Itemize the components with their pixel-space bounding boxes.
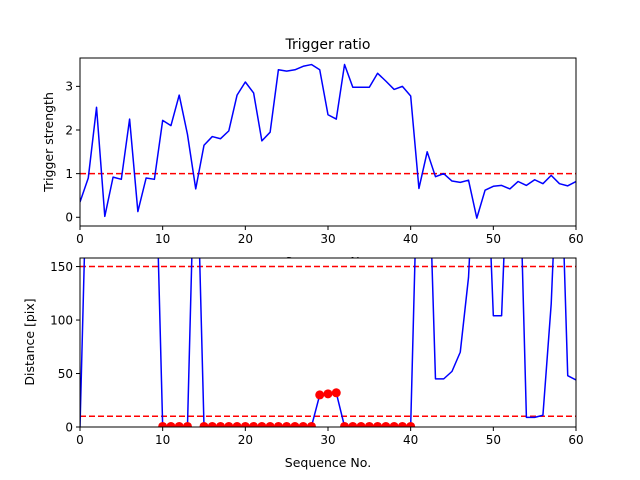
data-point bbox=[207, 421, 217, 427]
x-tick-label: 0 bbox=[76, 433, 84, 447]
data-point bbox=[257, 421, 267, 427]
data-point bbox=[249, 421, 259, 427]
y-axis: 0 1 2 3 bbox=[65, 80, 80, 225]
data-point bbox=[199, 421, 209, 427]
x-axis-label: Sequence No. bbox=[285, 455, 371, 470]
data-point bbox=[298, 421, 308, 427]
x-tick-label: 20 bbox=[238, 433, 253, 447]
data-point bbox=[323, 389, 333, 399]
data-point bbox=[364, 421, 374, 427]
data-point bbox=[315, 390, 325, 400]
x-tick-label: 60 bbox=[568, 232, 583, 246]
data-point bbox=[331, 388, 341, 398]
y-tick-label: 2 bbox=[65, 123, 73, 137]
x-tick-label: 20 bbox=[238, 232, 253, 246]
y-tick-label: 1 bbox=[65, 167, 73, 181]
plot-area-bottom bbox=[79, 257, 577, 428]
y-axis-label: Distance [pix] bbox=[22, 298, 37, 385]
data-point bbox=[290, 421, 300, 427]
y-tick-label: 100 bbox=[50, 313, 73, 327]
y-tick-label: 150 bbox=[50, 260, 73, 274]
data-point bbox=[166, 421, 176, 427]
x-tick-label: 10 bbox=[155, 232, 170, 246]
y-axis: 0 50 100 150 bbox=[50, 260, 80, 434]
plot-background bbox=[80, 258, 576, 427]
series-layer bbox=[80, 258, 576, 427]
data-point bbox=[282, 421, 292, 427]
plot-area-top bbox=[79, 57, 577, 227]
axes-frame bbox=[79, 57, 577, 227]
data-point bbox=[216, 421, 226, 427]
y-tick-label: 0 bbox=[65, 420, 73, 434]
data-point bbox=[389, 421, 399, 427]
data-point bbox=[373, 421, 383, 427]
data-point bbox=[240, 421, 250, 427]
data-point bbox=[348, 421, 358, 427]
x-tick-label: 0 bbox=[76, 232, 84, 246]
y-tick-label: 50 bbox=[58, 367, 73, 381]
data-point bbox=[174, 421, 184, 427]
chart-title: Trigger ratio bbox=[284, 37, 370, 53]
data-point bbox=[397, 421, 407, 427]
data-point bbox=[232, 421, 242, 427]
data-point bbox=[158, 421, 168, 427]
x-tick-label: 30 bbox=[320, 232, 335, 246]
x-axis: 0 10 20 30 40 50 60 bbox=[76, 427, 584, 447]
y-axis-label: Trigger strength bbox=[41, 92, 56, 193]
x-tick-label: 60 bbox=[568, 433, 583, 447]
data-point bbox=[356, 421, 366, 427]
data-point bbox=[340, 421, 350, 427]
x-tick-label: 50 bbox=[486, 433, 501, 447]
data-point bbox=[265, 421, 275, 427]
x-tick-label: 50 bbox=[486, 232, 501, 246]
x-axis: 0 10 20 30 40 50 60 bbox=[76, 226, 584, 246]
x-tick-label: 40 bbox=[403, 433, 418, 447]
x-tick-label: 10 bbox=[155, 433, 170, 447]
y-tick-label: 0 bbox=[65, 211, 73, 225]
data-point bbox=[224, 421, 234, 427]
series-line bbox=[80, 63, 576, 219]
data-point bbox=[381, 421, 391, 427]
x-tick-label: 30 bbox=[320, 433, 335, 447]
data-point bbox=[406, 421, 416, 427]
series-layer bbox=[80, 63, 576, 219]
y-tick-label: 3 bbox=[65, 80, 73, 94]
data-point bbox=[306, 421, 316, 427]
data-point bbox=[273, 421, 283, 427]
x-tick-label: 40 bbox=[403, 232, 418, 246]
data-point bbox=[182, 421, 192, 427]
subplot-distance: 0 10 20 30 40 50 60 0 50 100 150 Sequence No. Dis… bbox=[22, 257, 584, 470]
